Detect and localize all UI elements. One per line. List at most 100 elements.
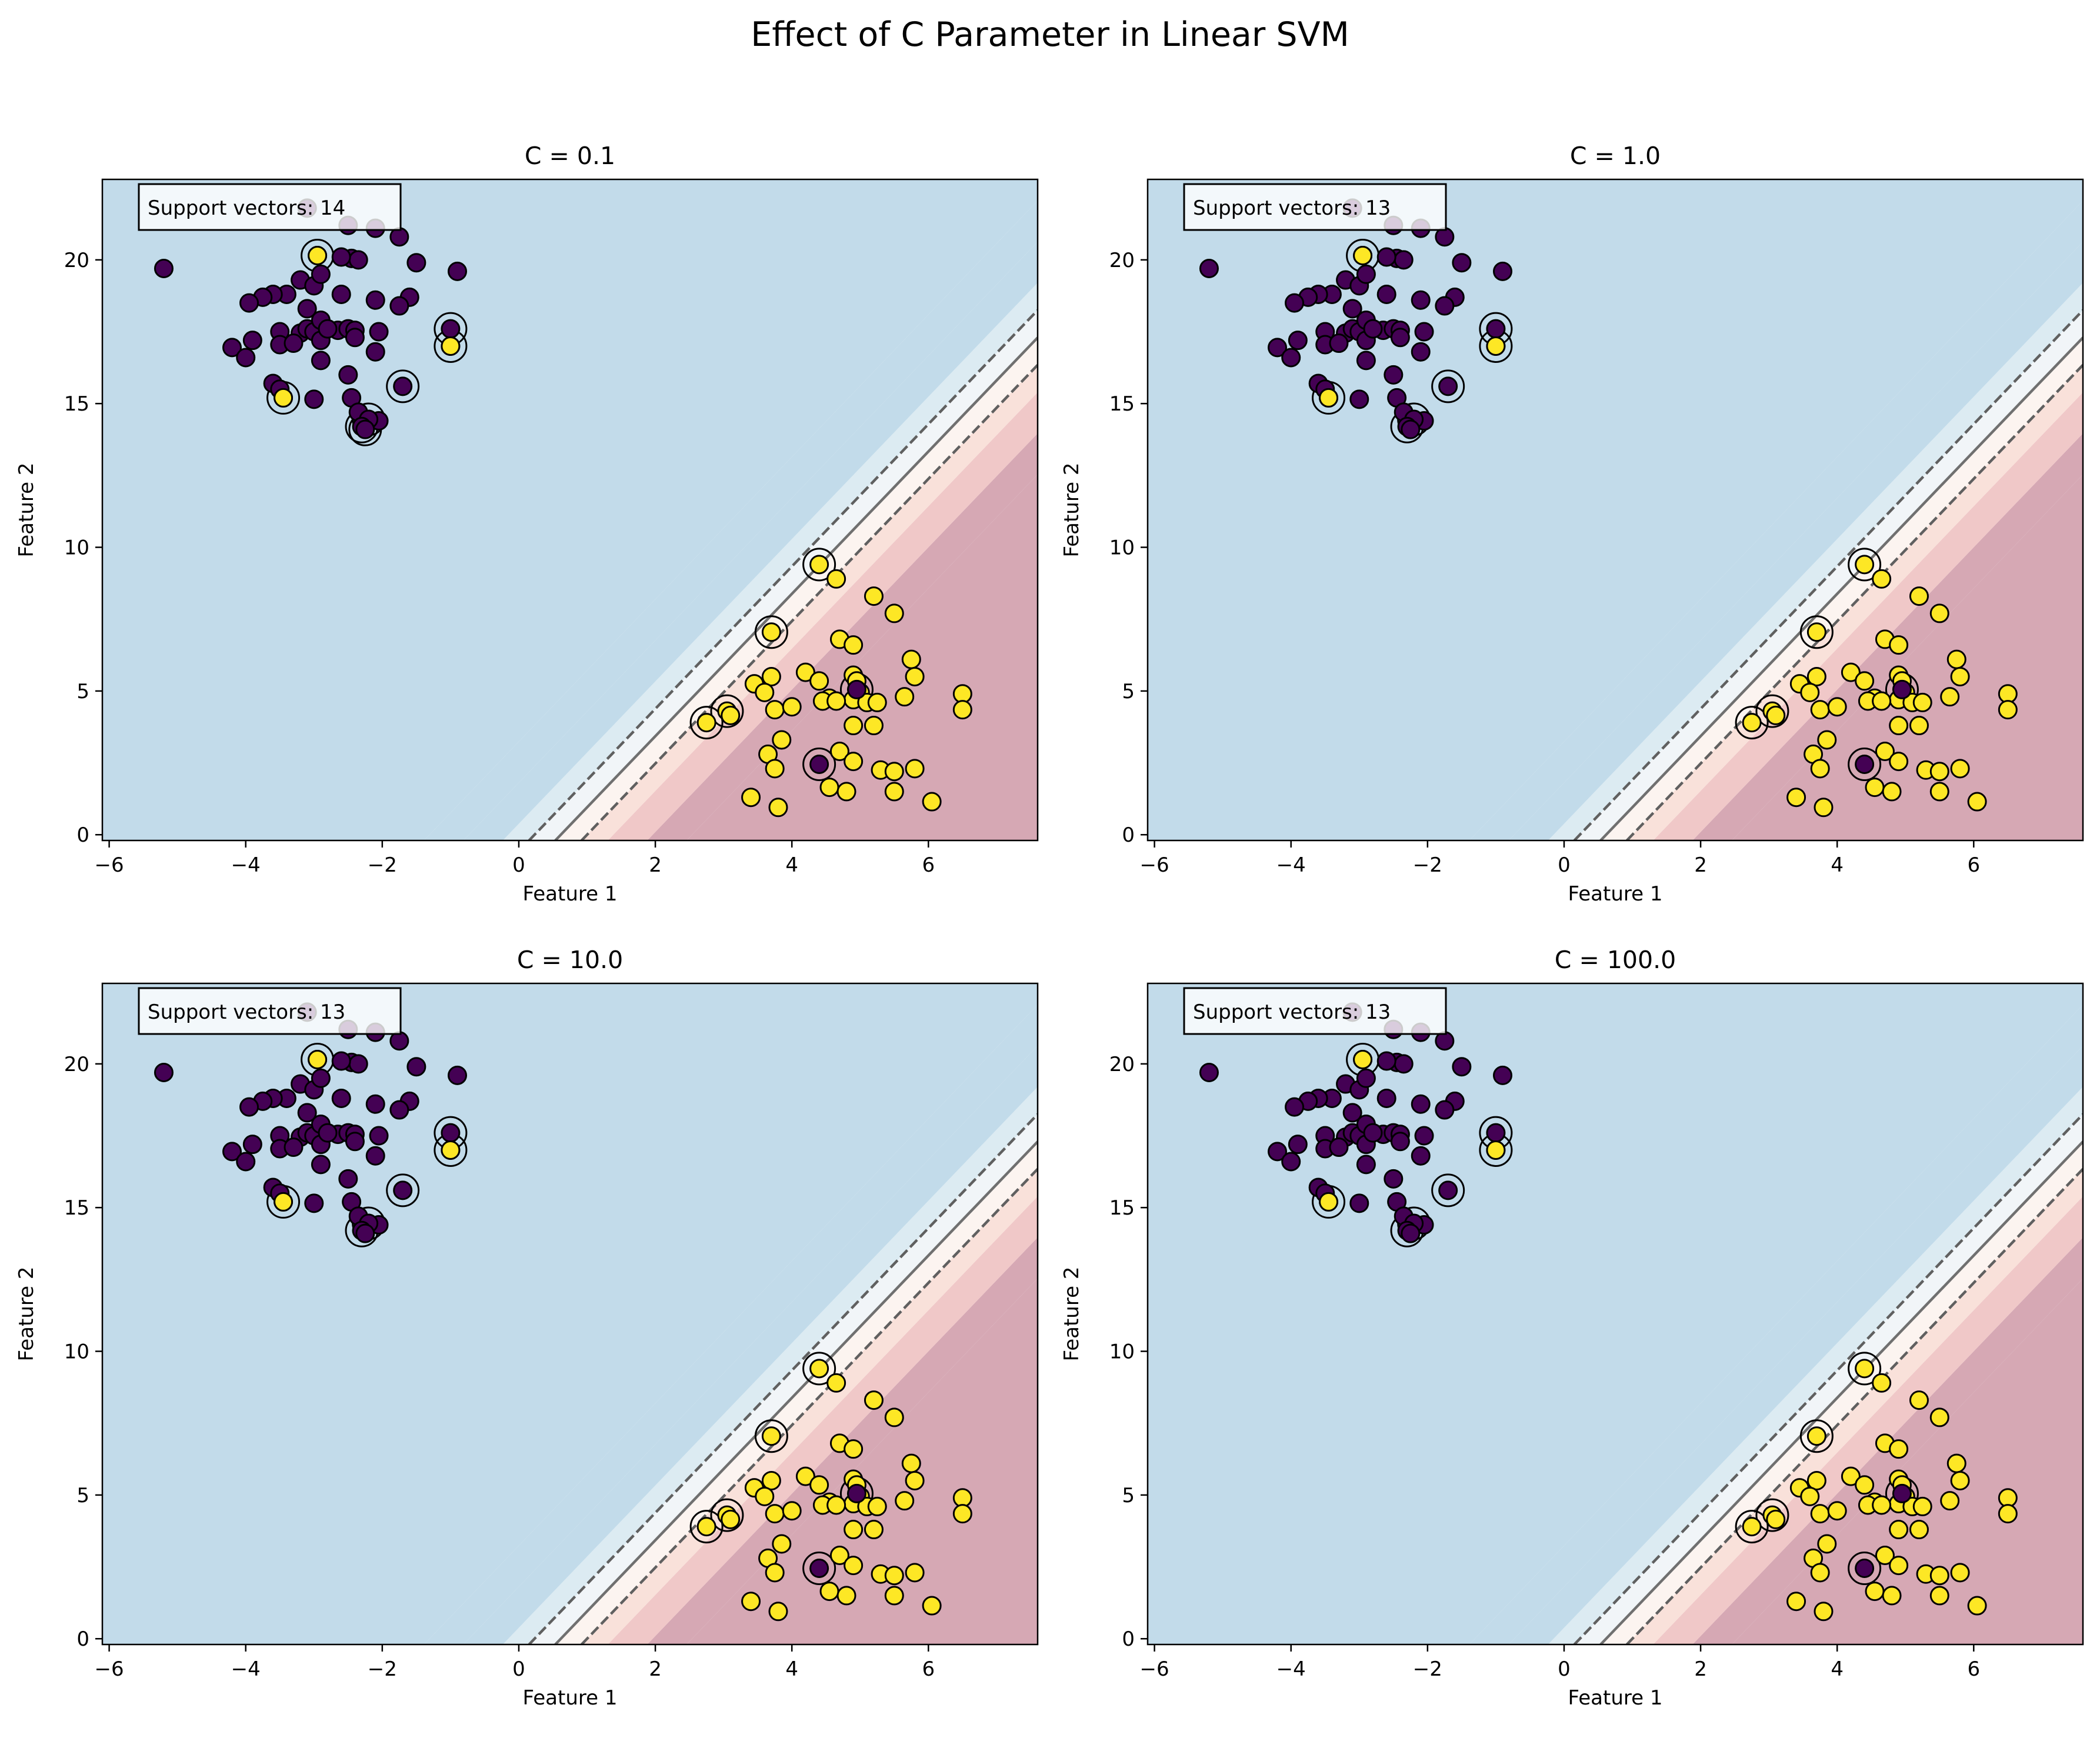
data-point-class-0 — [1199, 258, 1219, 278]
data-point-class-0 — [1356, 351, 1376, 371]
data-point-class-1 — [1929, 762, 1949, 782]
data-point-class-0 — [846, 679, 866, 699]
x-axis-label: Feature 1 — [523, 882, 618, 906]
subplot-3: −6 −4 −2 0 2 4 6 0 5 10 15 20 C = 10.0 Feature 1 Featu… — [15, 946, 1039, 1710]
data-point-class-1 — [1810, 1563, 1830, 1583]
support-vector-count-text: Support vectors: 13 — [148, 1000, 345, 1024]
data-point-class-1 — [844, 752, 864, 772]
data-point-class-1 — [844, 635, 864, 655]
support-vector-count-box: Support vectors: 14 — [138, 183, 402, 231]
y-tick-label: 0 — [76, 1627, 89, 1651]
figure-title: Effect of C Parameter in Linear SVM — [751, 15, 1349, 54]
data-point-class-1 — [761, 666, 781, 686]
x-tick-label: −4 — [1276, 853, 1306, 877]
decision-band — [1653, 1196, 2083, 1644]
decision-boundary-line — [554, 1140, 1038, 1644]
support-vector-count-text: Support vectors: 13 — [1193, 196, 1391, 220]
data-point-class-1 — [761, 1470, 781, 1490]
data-point-class-1 — [884, 782, 904, 802]
x-tick-label: −6 — [1140, 853, 1169, 877]
data-point-class-1 — [809, 555, 829, 575]
decision-band — [1148, 179, 2083, 840]
margin-line — [528, 1113, 1038, 1644]
data-point-class-1 — [1889, 1439, 1909, 1459]
data-point-class-1 — [741, 1592, 761, 1612]
x-tick-label: −4 — [231, 1657, 261, 1681]
y-tick-label: 15 — [1109, 392, 1135, 416]
data-point-class-1 — [761, 1426, 781, 1446]
data-point-class-0 — [1452, 1057, 1472, 1077]
data-point-class-1 — [1872, 1373, 1892, 1393]
support-vector-ring — [710, 694, 744, 728]
data-point-class-1 — [308, 246, 328, 266]
data-point-class-1 — [1865, 778, 1885, 798]
data-point-class-1 — [1742, 1517, 1762, 1537]
data-point-class-1 — [1940, 687, 1960, 707]
data-point-class-1 — [809, 1475, 829, 1495]
data-point-class-0 — [239, 1097, 259, 1117]
data-point-class-1 — [1929, 603, 1949, 623]
data-point-class-1 — [1827, 697, 1847, 717]
data-point-class-1 — [1872, 569, 1892, 589]
data-point-class-1 — [884, 1586, 904, 1606]
data-point-class-1 — [1889, 716, 1909, 736]
data-point-class-0 — [345, 1132, 365, 1152]
data-point-class-1 — [1486, 336, 1506, 356]
x-tick-label: −2 — [1413, 1657, 1442, 1681]
x-tick-label: 6 — [922, 853, 935, 877]
data-point-class-0 — [1363, 319, 1383, 339]
data-point-class-0 — [348, 1054, 368, 1074]
data-point-class-0 — [331, 247, 351, 267]
data-point-class-1 — [922, 792, 942, 812]
data-point-class-0 — [809, 1558, 829, 1578]
data-point-class-0 — [348, 250, 368, 270]
data-point-class-0 — [441, 319, 461, 339]
data-point-class-1 — [829, 742, 849, 762]
data-point-class-0 — [1390, 328, 1410, 348]
data-point-class-0 — [1356, 1155, 1376, 1175]
data-point-class-1 — [1946, 1453, 1966, 1473]
data-point-class-1 — [1827, 1501, 1847, 1521]
data-point-class-0 — [311, 1068, 331, 1088]
data-point-class-0 — [1285, 1097, 1305, 1117]
data-point-class-1 — [1967, 1596, 1987, 1616]
data-point-class-1 — [1855, 555, 1875, 575]
data-point-class-1 — [829, 1546, 849, 1566]
data-point-class-1 — [1909, 1390, 1929, 1410]
support-vector-ring — [689, 706, 724, 740]
data-point-class-0 — [154, 1062, 174, 1082]
data-point-class-0 — [222, 1142, 242, 1162]
plot-area — [102, 179, 1038, 840]
data-point-class-1 — [1865, 1582, 1885, 1602]
data-point-class-1 — [1855, 1475, 1875, 1495]
axes-frame — [1146, 178, 2084, 842]
data-point-class-0 — [222, 338, 242, 358]
y-tick-label: 10 — [64, 1340, 89, 1364]
x-tick-label: −6 — [95, 1657, 124, 1681]
data-point-class-0 — [1438, 1180, 1458, 1200]
subplot-4: −6 −4 −2 0 2 4 6 0 5 10 15 20 C = 100.0 Feature 1 Feat… — [1060, 946, 2084, 1710]
decision-band — [1508, 1046, 2083, 1644]
data-point-class-0 — [809, 754, 829, 774]
data-point-class-1 — [864, 586, 884, 606]
x-axis-label: Feature 1 — [1568, 1686, 1663, 1710]
data-point-class-1 — [721, 1509, 741, 1529]
support-vector-ring — [1431, 369, 1465, 403]
data-point-class-1 — [884, 1566, 904, 1586]
data-point-class-1 — [836, 782, 856, 802]
support-vector-ring — [1848, 1352, 1882, 1386]
data-point-class-1 — [1998, 1504, 2018, 1524]
support-vector-ring — [802, 1551, 836, 1585]
data-point-class-1 — [826, 1495, 846, 1515]
data-point-class-1 — [905, 1470, 925, 1490]
decision-band — [1548, 282, 2083, 840]
margin-line — [1573, 1113, 2083, 1644]
margin-line — [1626, 364, 2083, 840]
decision-band — [608, 392, 1038, 840]
data-point-class-1 — [1810, 700, 1830, 720]
x-axis-label: Feature 1 — [1568, 882, 1663, 906]
data-point-class-1 — [844, 1439, 864, 1459]
data-point-class-0 — [1349, 1193, 1369, 1213]
data-point-class-0 — [1384, 365, 1404, 385]
